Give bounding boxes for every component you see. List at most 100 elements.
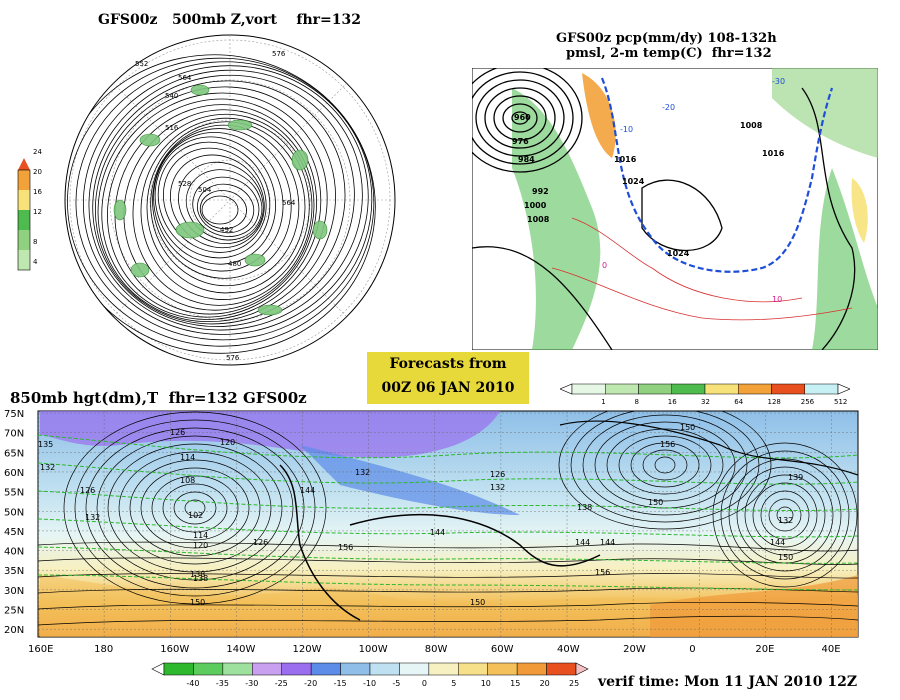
temperature-colorbar: -40 -35 -30 -25 -20 -15 -10 -5 0 5 10 15 20 25 — [151, 662, 589, 688]
height-contour — [776, 506, 794, 524]
precip-colorbar-label: 128 — [768, 398, 781, 406]
temp-colorbar-swatch — [252, 662, 282, 676]
height-contour — [38, 557, 858, 565]
latitude-label: 40N — [4, 547, 24, 558]
vorticity-patch — [244, 253, 266, 267]
isobar — [502, 103, 538, 133]
isobar — [484, 87, 556, 149]
latitude-label: 20N — [4, 625, 24, 636]
ul-label-564: 564 — [178, 74, 192, 82]
height-label: 156 — [338, 543, 353, 552]
precip-colorbar-swatch — [571, 383, 606, 395]
height-contour — [75, 61, 373, 341]
longitude-label: 0 — [689, 644, 695, 655]
longitude-label: 160E — [28, 644, 53, 655]
temp-colorbar-swatch — [369, 662, 400, 676]
height-label: 156 — [595, 568, 610, 577]
temp-colorbar-label: 10 — [481, 679, 491, 688]
temp-colorbar-swatch — [222, 662, 253, 676]
temp-colorbar-swatch — [516, 662, 547, 676]
temperature-contour — [38, 518, 858, 538]
isobar — [641, 179, 723, 251]
height-contour — [97, 86, 336, 323]
height-contour — [720, 450, 850, 580]
ur-isobar-984: 984 — [518, 155, 535, 164]
isobar — [511, 111, 529, 125]
temp-colorbar-swatch — [193, 662, 224, 676]
height-contour — [154, 136, 277, 265]
height-label: 132 — [355, 468, 370, 477]
height-label: 150 — [470, 598, 485, 607]
isobar — [801, 87, 856, 350]
height-contour — [140, 117, 310, 300]
temperature-contour — [38, 490, 858, 512]
temp-colorbar-label: -25 — [275, 679, 288, 688]
temp-colorbar-label: -20 — [304, 679, 317, 688]
temp-colorbar-swatch — [546, 662, 577, 676]
temperature-contour — [38, 462, 858, 485]
vorticity-patch — [291, 149, 309, 171]
vorticity-patch — [257, 304, 283, 316]
height-contour — [197, 183, 255, 234]
ul-label-576: 576 — [272, 50, 286, 58]
height-contour — [96, 435, 294, 581]
bottom-map-title: 850mb hgt(dm),T fhr=132 GFS00z — [10, 389, 307, 407]
precip-colorbar-swatch — [605, 383, 639, 395]
temp-colorbar-label: 15 — [510, 679, 520, 688]
height-contour — [185, 169, 263, 241]
temp-colorbar-label: -30 — [245, 679, 258, 688]
height-label: 132 — [40, 463, 55, 472]
height-contour — [85, 427, 305, 589]
latitude-label: 35N — [4, 566, 24, 577]
forecast-line2: 00Z 06 JAN 2010 — [381, 380, 515, 396]
temp-colorbar-label: -5 — [392, 679, 400, 688]
ul-cb-label-8: 8 — [33, 238, 37, 246]
temperature-contour — [38, 434, 858, 459]
temp-colorbar-label: -10 — [363, 679, 376, 688]
ur-isobar-1024: 1024 — [622, 177, 645, 186]
precip-colorbar-swatch — [704, 383, 739, 395]
height-contour — [582, 414, 748, 516]
temp-colorbar-label: -15 — [334, 679, 347, 688]
height-label: 150 — [648, 498, 663, 507]
temp-colorbar-swatch — [281, 662, 312, 676]
ur-isobar-960: 960 — [514, 113, 531, 122]
isobar — [472, 68, 583, 173]
height-label: 114 — [193, 531, 208, 540]
upper-right-map-title-line2: pmsl, 2-m temp(C) fhr=132 — [566, 46, 772, 61]
latitude-label: 25N — [4, 606, 24, 617]
height-contour — [132, 113, 313, 306]
height-contour — [94, 80, 346, 325]
vorticity-patch — [190, 84, 210, 96]
isobar — [472, 71, 574, 165]
longitude-label: 180 — [94, 644, 113, 655]
height-contour — [642, 449, 688, 481]
height-label: 114 — [180, 453, 195, 462]
height-label: 138 — [577, 503, 592, 512]
height-contour — [199, 190, 247, 230]
height-label: 144 — [770, 538, 785, 547]
height-label: 126 — [490, 470, 505, 479]
height-contour — [118, 451, 272, 565]
vorticity-patch — [139, 133, 161, 147]
height-contour — [152, 128, 292, 279]
vorticity-patch — [130, 262, 150, 278]
height-label: 144 — [300, 486, 315, 495]
height-contour — [712, 442, 858, 588]
precip-colorbar: 1 8 16 32 64 128 256 512 — [560, 383, 850, 406]
height-label: 120 — [220, 438, 235, 447]
precip-colorbar-swatch — [738, 383, 772, 395]
ul-label-504: 504 — [198, 186, 212, 194]
temperature-contour — [38, 574, 858, 591]
height-contour — [654, 456, 676, 474]
precip-colorbar-label: 64 — [734, 398, 743, 406]
forecast-line1: Forecasts from — [389, 356, 507, 372]
height-contour — [146, 121, 306, 294]
ul-label-516: 516 — [165, 124, 179, 132]
temp-colorbar-swatch — [428, 662, 459, 676]
precip-colorbar-label: 512 — [834, 398, 847, 406]
longitude-label: 80W — [425, 644, 448, 655]
vorticity-patch — [113, 199, 127, 221]
ur-temp-m30: -30 — [772, 77, 785, 86]
precip-colorbar-label: 16 — [668, 398, 677, 406]
